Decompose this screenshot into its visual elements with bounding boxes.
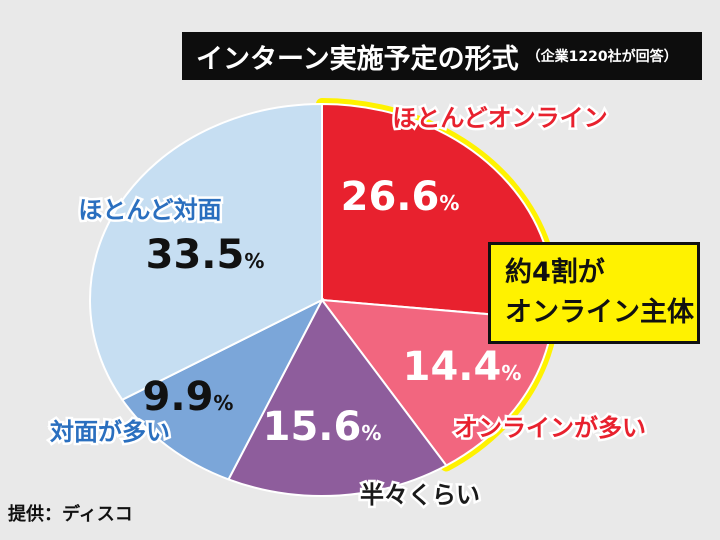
callout-line-1: 約4割が [505,257,605,288]
chart-subtitle: （企業1220社が回答） [526,49,678,65]
pie-slice [89,102,323,402]
slice-value-label: 9.9% [143,374,234,420]
slice-value-label: 26.6% [341,174,460,220]
slice-label: 半々くらい [360,481,480,509]
slice-value-label: 14.4% [403,344,522,390]
source-credit: 提供：ディスコ [8,504,133,525]
title-bar: インターン実施予定の形式 （企業1220社が回答） [182,32,702,80]
pie-slice [120,297,325,481]
pie-slice [227,298,448,497]
callout-line-2: オンライン主体 [505,297,694,328]
slice-label: 対面が多い [50,418,170,446]
slice-label: オンラインが多い [454,414,646,442]
callout-box: 約4割が オンライン主体 [488,242,700,344]
slice-label: ほとんどオンライン [392,104,607,132]
slice-value-label: 15.6% [263,404,382,450]
slice-label: ほとんど対面 [78,196,221,224]
chart-title: インターン実施予定の形式 [196,43,519,75]
slice-value-label: 33.5% [146,232,265,278]
